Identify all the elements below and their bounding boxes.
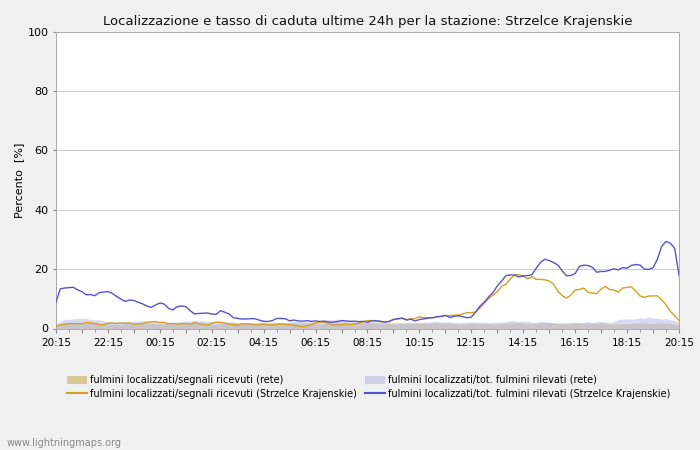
Legend: fulmini localizzati/segnali ricevuti (rete), fulmini localizzati/segnali ricevut: fulmini localizzati/segnali ricevuti (re… xyxy=(67,375,671,399)
Y-axis label: Percento  [%]: Percento [%] xyxy=(15,142,24,218)
Text: www.lightningmaps.org: www.lightningmaps.org xyxy=(7,438,122,448)
Title: Localizzazione e tasso di caduta ultime 24h per la stazione: Strzelce Krajenskie: Localizzazione e tasso di caduta ultime … xyxy=(103,14,632,27)
